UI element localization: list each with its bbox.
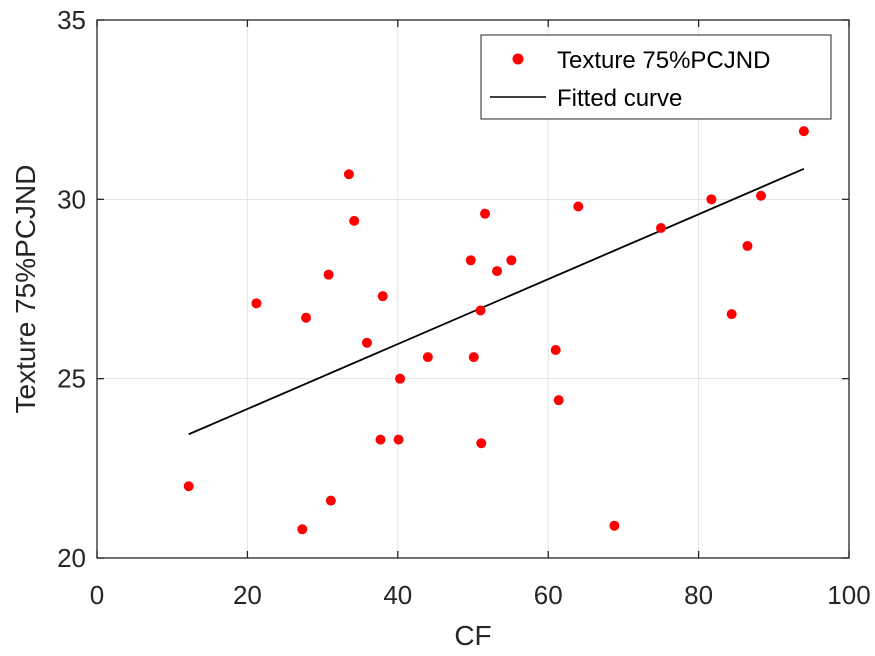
x-tick-label: 60 [534,580,563,610]
data-point [798,126,809,137]
y-tick-labels: 20 25 30 35 [57,5,86,573]
data-point [468,352,479,363]
data-point [550,344,561,355]
x-tick-label: 20 [233,580,262,610]
data-point [480,208,491,219]
y-tick-label: 35 [57,5,86,35]
data-point [422,352,433,363]
data-point [395,373,406,384]
data-point [756,190,767,201]
data-point [343,169,354,180]
data-point [742,240,753,251]
y-axis-label: Texture 75%PCJND [10,165,41,414]
plot-frame [96,19,850,559]
x-tick-label: 40 [383,580,412,610]
data-point [492,266,503,277]
data-point [706,194,717,205]
data-points-layer [183,126,809,535]
legend-box [480,34,832,120]
data-point [297,524,308,535]
data-point [573,201,584,212]
data-point [323,269,334,280]
x-tick-label: 0 [90,580,104,610]
data-point [301,312,312,323]
data-point [726,309,737,320]
x-tick-label: 80 [684,580,713,610]
data-point [553,395,564,406]
fitted-curve-line [188,168,805,436]
legend-label-points: Texture 75%PCJND [557,47,770,74]
x-axis-label: CF [454,620,491,651]
data-point [475,305,486,316]
legend-marker-points [512,53,524,65]
legend-label-line: Fitted curve [557,85,682,112]
fitted-curve-layer [188,168,805,436]
data-point [609,520,620,531]
y-tick-label: 30 [57,184,86,214]
axis-ticks [96,19,850,559]
data-point [183,481,194,492]
y-tick-label: 20 [57,543,86,573]
x-tick-labels: 0 20 40 60 80 100 [90,580,871,610]
data-point [465,255,476,266]
y-tick-label: 25 [57,364,86,394]
legend: Texture 75%PCJND Fitted curve [480,34,832,120]
data-point [375,434,386,445]
data-point [325,495,336,506]
data-point [506,255,517,266]
data-point [251,298,262,309]
data-point [393,434,404,445]
data-point [361,337,372,348]
data-point [349,215,360,226]
data-point [476,438,487,449]
x-tick-label: 100 [827,580,870,610]
data-point [656,223,666,234]
data-point [377,291,388,302]
